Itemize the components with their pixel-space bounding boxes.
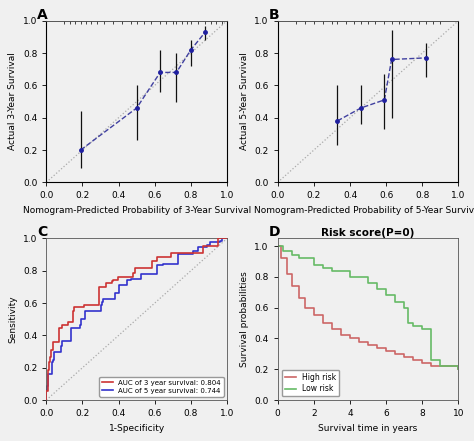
Y-axis label: Actual 5-Year Survival: Actual 5-Year Survival — [240, 52, 249, 150]
Text: D: D — [269, 225, 280, 239]
Text: B: B — [269, 8, 279, 22]
Text: A: A — [37, 8, 48, 22]
Y-axis label: Actual 3-Year Survival: Actual 3-Year Survival — [9, 52, 18, 150]
Y-axis label: Sensitivity: Sensitivity — [9, 295, 18, 343]
X-axis label: Nomogram-Predicted Probability of 5-Year Survival: Nomogram-Predicted Probability of 5-Year… — [254, 206, 474, 215]
Y-axis label: Survival probabilities: Survival probabilities — [240, 271, 249, 367]
Legend: High risk, Low risk: High risk, Low risk — [282, 370, 339, 396]
Text: C: C — [37, 225, 47, 239]
Title: Risk score(P=0): Risk score(P=0) — [321, 228, 415, 238]
X-axis label: 1-Specificity: 1-Specificity — [109, 424, 165, 433]
Legend: AUC of 3 year survival: 0.804, AUC of 5 year survival: 0.744: AUC of 3 year survival: 0.804, AUC of 5 … — [100, 377, 224, 396]
X-axis label: Survival time in years: Survival time in years — [319, 424, 418, 433]
X-axis label: Nomogram-Predicted Probability of 3-Year Survival: Nomogram-Predicted Probability of 3-Year… — [23, 206, 251, 215]
